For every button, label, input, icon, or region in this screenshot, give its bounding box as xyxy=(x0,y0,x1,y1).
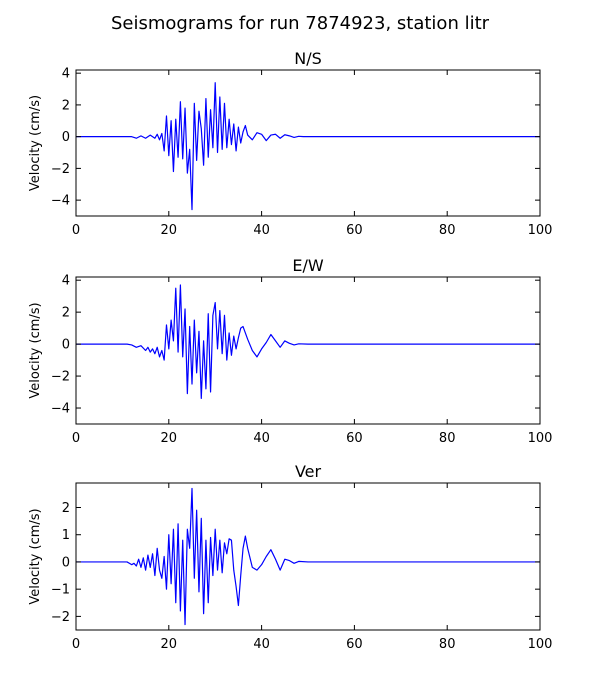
x-tick-label: 40 xyxy=(253,637,270,652)
seismogram-trace-3 xyxy=(76,487,540,626)
y-tick-label: −2 xyxy=(51,162,70,177)
axes-frame-3 xyxy=(75,482,541,631)
x-tick-label: 0 xyxy=(72,223,80,238)
y-tick-label: 1 xyxy=(62,528,70,543)
x-tick-label: 0 xyxy=(72,431,80,446)
x-tick-label: 60 xyxy=(346,431,363,446)
y-axis-label: Velocity (cm/s) xyxy=(28,508,43,604)
y-tick-label: 0 xyxy=(62,555,70,570)
x-tick-label: 40 xyxy=(253,223,270,238)
x-tick-label: 80 xyxy=(439,637,456,652)
y-tick-label: 2 xyxy=(62,501,70,516)
y-tick-label: −4 xyxy=(51,194,70,209)
subplot-1: 0 20 40 60 80 100 −4 −2 0 2 4 N/S Velocity (cm/s) xyxy=(28,49,552,238)
y-tick-label: −4 xyxy=(51,402,70,417)
axes-frame-2 xyxy=(75,276,541,425)
y-tick-label: 0 xyxy=(62,338,70,353)
y-tick-label: −2 xyxy=(51,370,70,385)
y-axis-label: Velocity (cm/s) xyxy=(28,302,43,398)
x-tick-label: 100 xyxy=(528,431,553,446)
y-tick-label: 2 xyxy=(62,98,70,113)
x-tick-label: 40 xyxy=(253,431,270,446)
x-tick-label: 80 xyxy=(439,223,456,238)
figure-title: Seismograms for run 7874923, station lit… xyxy=(111,13,490,34)
x-tick-label: 60 xyxy=(346,637,363,652)
x-tick-label: 80 xyxy=(439,431,456,446)
x-tick-label: 60 xyxy=(346,223,363,238)
subplot-2: 0 20 40 60 80 100 −4 −2 0 2 4 E/W Velocity (cm/s) xyxy=(28,256,552,446)
seismogram-trace-2 xyxy=(76,284,540,400)
subplot-title: N/S xyxy=(294,49,322,68)
y-tick-label: −1 xyxy=(51,583,70,598)
y-tick-label: 0 xyxy=(62,130,70,145)
x-tick-label: 100 xyxy=(528,223,553,238)
x-tick-label: 20 xyxy=(161,431,178,446)
y-tick-label: 4 xyxy=(62,67,70,82)
subplot-title: Ver xyxy=(295,462,322,481)
axes-frame-1 xyxy=(75,69,541,217)
y-tick-label: 2 xyxy=(62,306,70,321)
y-tick-label: −2 xyxy=(51,610,70,625)
y-tick-label: 4 xyxy=(62,274,70,289)
x-tick-label: 20 xyxy=(161,223,178,238)
seismogram-trace-1 xyxy=(76,82,540,211)
x-tick-label: 20 xyxy=(161,637,178,652)
subplot-3: 0 20 40 60 80 100 −2 −1 0 1 2 Ver Velocity (cm/s) xyxy=(28,462,552,652)
x-tick-label: 0 xyxy=(72,637,80,652)
y-axis-label: Velocity (cm/s) xyxy=(28,95,43,191)
subplot-title: E/W xyxy=(292,256,324,275)
x-tick-label: 100 xyxy=(528,637,553,652)
